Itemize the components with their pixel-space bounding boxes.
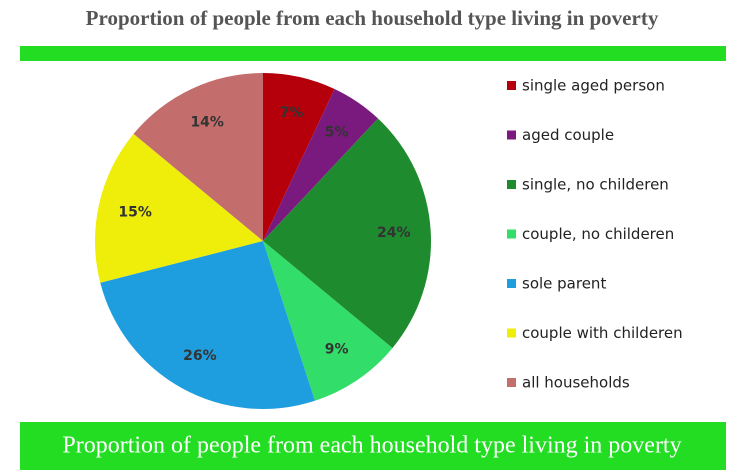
pie-slice xyxy=(94,133,263,283)
pie-slice xyxy=(263,241,393,401)
slice-label: 9% xyxy=(325,341,349,357)
legend-label: aged couple xyxy=(522,126,614,144)
banner-text: Proportion of people from each household… xyxy=(62,433,681,459)
legend-swatch xyxy=(507,229,516,239)
chart-title: Proportion of people from each household… xyxy=(86,6,659,30)
slice-label: 15% xyxy=(118,204,152,220)
legend-label: all households xyxy=(522,374,630,392)
top-banner xyxy=(20,46,726,61)
pie-slice xyxy=(263,118,431,349)
pie-slice xyxy=(133,73,263,241)
slice-label: 7% xyxy=(280,105,304,121)
bottom-banner xyxy=(20,422,726,470)
legend-swatch xyxy=(507,328,516,338)
legend-swatch xyxy=(507,180,516,189)
legend-label: couple with childeren xyxy=(522,324,683,342)
legend-swatch xyxy=(507,279,516,288)
legend-label: single, no childeren xyxy=(522,176,669,194)
slice-label: 26% xyxy=(183,348,217,364)
legend-swatch xyxy=(507,81,516,90)
slice-label: 24% xyxy=(377,225,411,241)
slice-label: 14% xyxy=(190,114,224,130)
pie-slice xyxy=(100,241,315,410)
legend-label: single aged person xyxy=(522,77,665,95)
legend-label: couple, no childeren xyxy=(522,225,674,243)
pie-slice xyxy=(263,88,379,242)
pie-slice xyxy=(263,73,335,241)
legend-swatch xyxy=(507,130,516,140)
legend-swatch xyxy=(507,378,516,387)
slice-label: 5% xyxy=(325,125,349,141)
legend-label: sole parent xyxy=(522,275,606,293)
